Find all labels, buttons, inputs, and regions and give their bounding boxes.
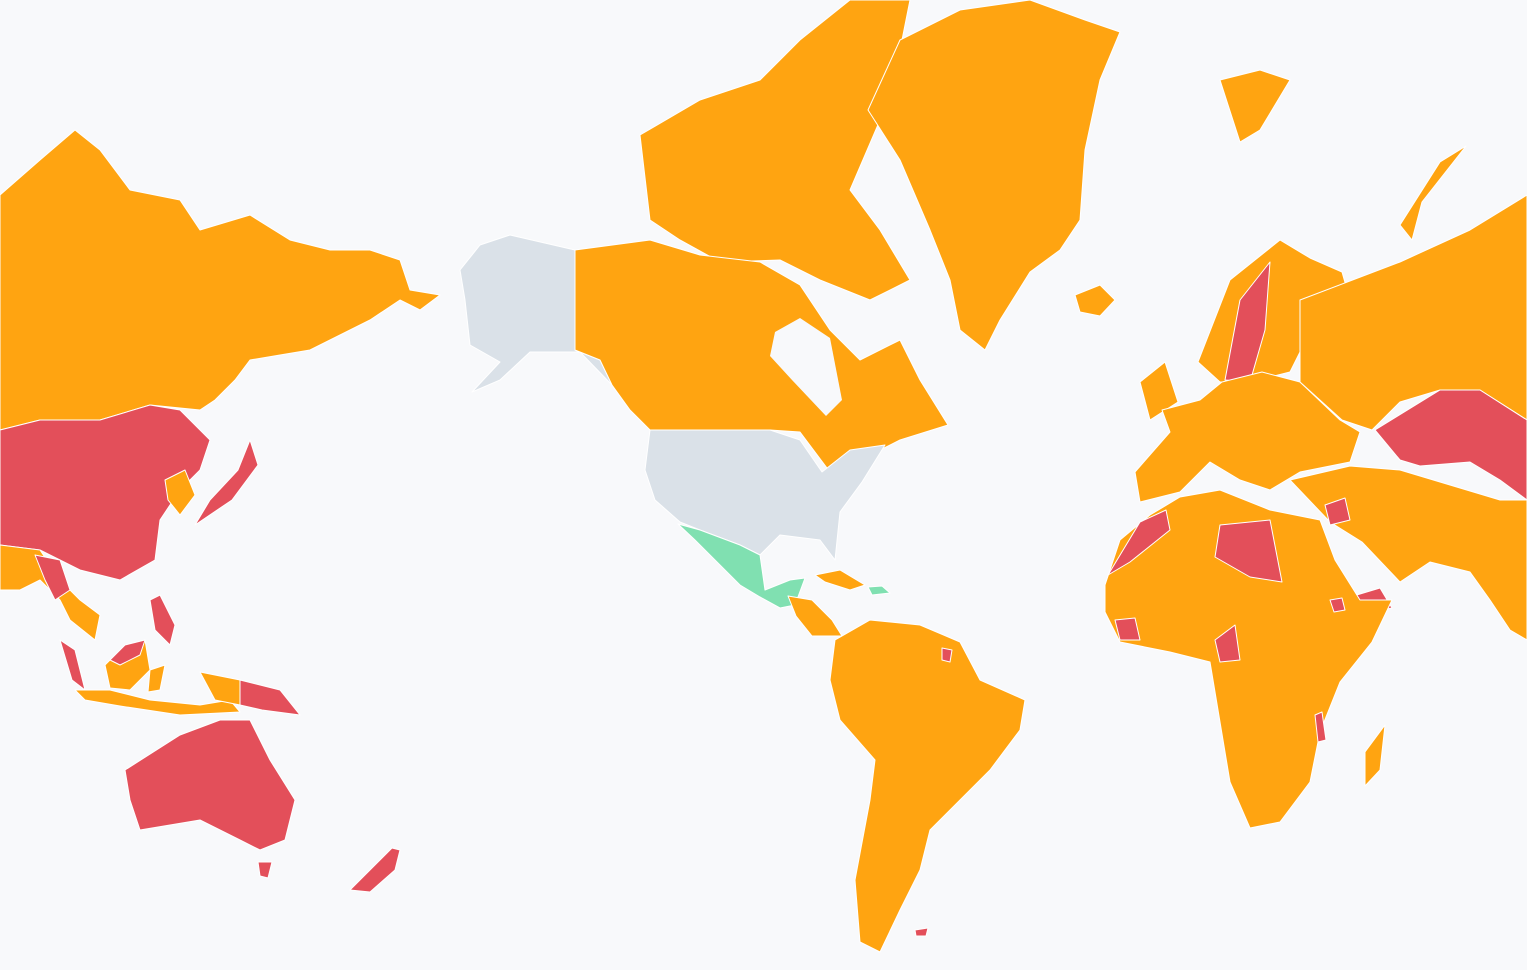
- region-africa[interactable]: [1104, 489, 1393, 829]
- region-uk[interactable]: [1139, 361, 1179, 421]
- region-cuba[interactable]: [814, 569, 866, 591]
- region-novaya-zemlya[interactable]: [1399, 145, 1467, 241]
- region-french-guiana[interactable]: [941, 647, 953, 663]
- region-mexico[interactable]: [677, 523, 806, 609]
- region-japan[interactable]: [194, 439, 259, 526]
- region-usa[interactable]: [644, 429, 886, 561]
- region-russia-east[interactable]: [0, 129, 441, 431]
- region-new-zealand[interactable]: [349, 847, 401, 893]
- region-kazakhstan[interactable]: [1374, 389, 1527, 501]
- region-madagascar[interactable]: [1364, 724, 1386, 787]
- region-australia[interactable]: [124, 719, 296, 851]
- region-tasmania[interactable]: [257, 861, 273, 879]
- region-morocco[interactable]: [1107, 509, 1171, 576]
- region-south-america[interactable]: [829, 619, 1026, 953]
- region-eritrea[interactable]: [1329, 597, 1346, 613]
- hudson-bay: [770, 318, 842, 416]
- region-korea[interactable]: [164, 469, 196, 516]
- region-philippines[interactable]: [149, 594, 176, 646]
- region-falklands[interactable]: [914, 927, 929, 937]
- region-europe[interactable]: [1134, 371, 1361, 503]
- region-syria[interactable]: [1324, 497, 1351, 526]
- region-central-africa-red[interactable]: [1214, 624, 1241, 663]
- region-libya[interactable]: [1214, 519, 1283, 583]
- region-middle-east-asia[interactable]: [1289, 465, 1527, 641]
- region-borneo-north[interactable]: [109, 639, 146, 666]
- region-west-africa-red[interactable]: [1114, 617, 1141, 641]
- region-indonesia[interactable]: [74, 689, 241, 716]
- region-greenland[interactable]: [867, 0, 1121, 351]
- region-sulawesi[interactable]: [147, 664, 166, 693]
- region-indochina-red[interactable]: [34, 554, 71, 601]
- region-canada[interactable]: [574, 239, 949, 473]
- region-svalbard[interactable]: [1219, 69, 1291, 143]
- region-papua-new-guinea[interactable]: [239, 679, 301, 716]
- region-iceland[interactable]: [1074, 284, 1116, 317]
- region-dominican-republic[interactable]: [867, 585, 891, 596]
- region-malawi[interactable]: [1314, 711, 1327, 743]
